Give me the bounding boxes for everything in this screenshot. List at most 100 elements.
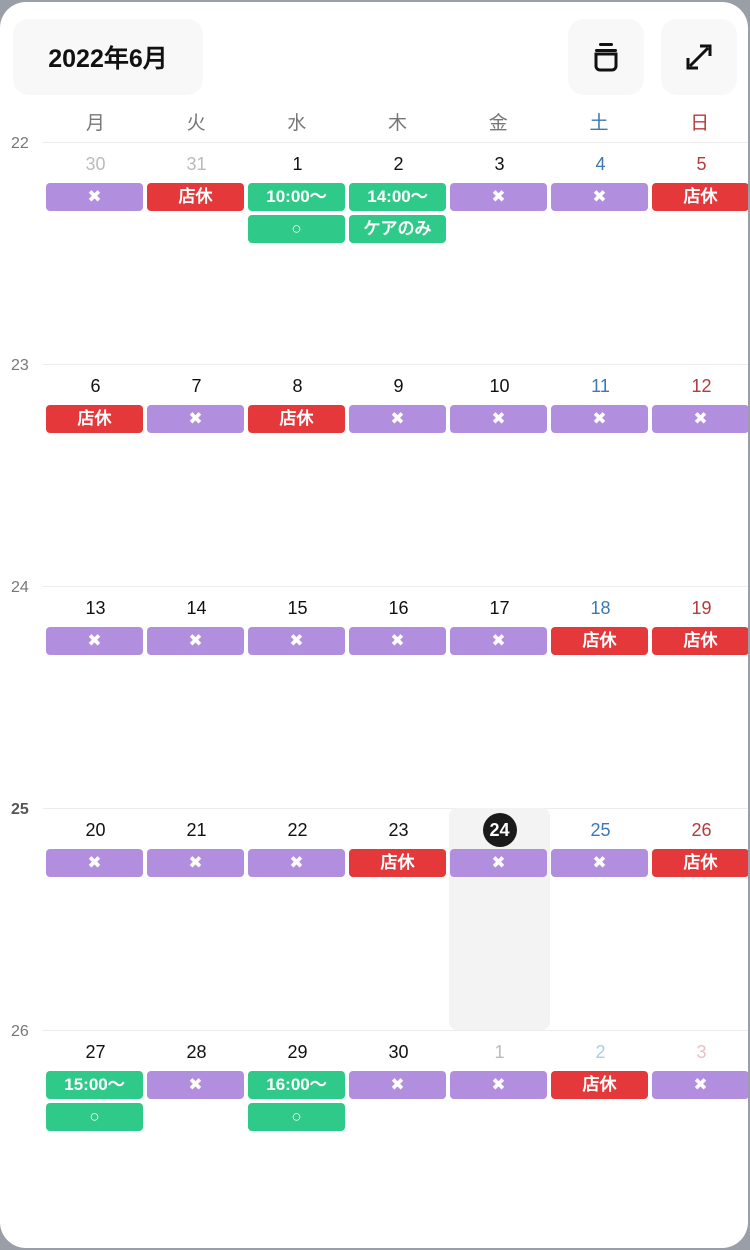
day-cell[interactable]: 13 ✖ [45,586,146,808]
event-pill[interactable]: ✖ [46,183,143,211]
event-pill[interactable]: ✖ [46,849,143,877]
day-number: 19 [691,598,712,618]
day-cell[interactable]: 31 店休 [146,142,247,364]
day-cell[interactable]: 6 店休 [45,364,146,586]
day-cell-today[interactable]: 24 ✖ [449,808,550,1030]
day-number: 3 [494,154,505,174]
event-pill[interactable]: ✖ [248,849,345,877]
event-pill[interactable]: 店休 [147,183,244,211]
event-pill[interactable]: ✖ [551,405,648,433]
day-number: 25 [590,820,611,840]
event-pill[interactable]: ✖ [652,1071,748,1099]
expand-button[interactable] [661,19,737,95]
event-pill[interactable]: ✖ [349,1071,446,1099]
day-number: 8 [292,376,303,396]
day-number: 22 [287,820,308,840]
day-number: 11 [591,376,610,396]
event-pill[interactable]: ✖ [652,405,748,433]
event-pill[interactable]: 店休 [248,405,345,433]
event-pill[interactable]: ✖ [349,405,446,433]
event-pill[interactable]: 14:00〜 [349,183,446,211]
event-pill[interactable]: ✖ [349,627,446,655]
day-cell[interactable]: 2 店休 [550,1030,651,1248]
event-pill[interactable]: 店休 [652,183,748,211]
event-pill[interactable]: ✖ [147,627,244,655]
week-divider [43,586,748,587]
day-cell[interactable]: 7 ✖ [146,364,247,586]
month-title-button[interactable]: 2022年6月 [13,19,203,95]
day-cell[interactable]: 19 店休 [651,586,748,808]
day-cell[interactable]: 8 店休 [247,364,348,586]
day-cell[interactable]: 1 ✖ [449,1030,550,1248]
event-pill[interactable]: ✖ [450,1071,547,1099]
day-number: 28 [186,1042,207,1062]
event-pill[interactable]: 16:00〜 [248,1071,345,1099]
event-pill[interactable]: ✖ [551,849,648,877]
day-cell[interactable]: 4 ✖ [550,142,651,364]
day-cell[interactable]: 2 14:00〜 ケアのみ [348,142,449,364]
weekday-label: 月 [85,113,105,134]
event-pill[interactable]: 店休 [46,405,143,433]
event-pill[interactable]: 店休 [551,1071,648,1099]
day-cell[interactable]: 25 ✖ [550,808,651,1030]
event-pill[interactable]: 店休 [349,849,446,877]
stack-button[interactable] [568,19,644,95]
day-cell[interactable]: 10 ✖ [449,364,550,586]
day-number: 27 [85,1042,106,1062]
day-cell[interactable]: 3 ✖ [651,1030,748,1248]
day-cell[interactable]: 14 ✖ [146,586,247,808]
weekday-label: 木 [388,113,408,134]
weekday-header: 月火水木金土日 [45,108,748,135]
day-number: 7 [191,376,202,396]
event-pill[interactable]: ケアのみ [349,215,446,243]
event-pill[interactable]: ✖ [147,849,244,877]
event-pill[interactable]: 10:00〜 [248,183,345,211]
day-cell[interactable]: 3 ✖ [449,142,550,364]
event-pill[interactable]: ✖ [450,849,547,877]
week-number: 24 [11,579,29,596]
event-pill[interactable]: ✖ [450,183,547,211]
day-cell[interactable]: 21 ✖ [146,808,247,1030]
week-divider [43,364,748,365]
event-pill[interactable]: 店休 [551,627,648,655]
event-pill[interactable]: 店休 [652,849,748,877]
day-cell[interactable]: 18 店休 [550,586,651,808]
week-row: 20 ✖ 21 ✖ 22 ✖ 23 店休 24 ✖ 25 ✖ 26 店休 25 [0,801,748,1030]
event-pill[interactable]: ✖ [46,627,143,655]
day-cell[interactable]: 30 ✖ [348,1030,449,1248]
event-pill[interactable]: 15:00〜 [46,1071,143,1099]
event-pill[interactable]: ○ [248,215,345,243]
event-pill[interactable]: ✖ [147,405,244,433]
event-pill[interactable]: ○ [248,1103,345,1131]
week-number: 23 [11,357,29,374]
day-cell[interactable]: 26 店休 [651,808,748,1030]
day-cell[interactable]: 17 ✖ [449,586,550,808]
event-pill[interactable]: ○ [46,1103,143,1131]
day-cell[interactable]: 28 ✖ [146,1030,247,1248]
day-cell[interactable]: 16 ✖ [348,586,449,808]
day-number: 4 [595,154,606,174]
event-pill[interactable]: ✖ [450,405,547,433]
day-cell[interactable]: 20 ✖ [45,808,146,1030]
day-cell[interactable]: 27 15:00〜 ○ [45,1030,146,1248]
day-cell[interactable]: 29 16:00〜 ○ [247,1030,348,1248]
day-number: 16 [388,598,409,618]
event-pill[interactable]: ✖ [551,183,648,211]
day-cell[interactable]: 9 ✖ [348,364,449,586]
event-pill[interactable]: ✖ [147,1071,244,1099]
day-cell[interactable]: 1 10:00〜 ○ [247,142,348,364]
weekday-label: 火 [186,113,206,134]
event-pill[interactable]: 店休 [652,627,748,655]
day-cell[interactable]: 23 店休 [348,808,449,1030]
week-row: 30 ✖ 31 店休 1 10:00〜 ○ 2 14:00〜 ケアのみ 3 ✖ 4 ✖ 5 店休 22 [0,135,748,364]
day-cell[interactable]: 15 ✖ [247,586,348,808]
day-cell[interactable]: 5 店休 [651,142,748,364]
day-cell[interactable]: 12 ✖ [651,364,748,586]
event-pill[interactable]: ✖ [248,627,345,655]
event-pill[interactable]: ✖ [450,627,547,655]
weekday-label: 水 [287,113,307,134]
day-cell[interactable]: 11 ✖ [550,364,651,586]
day-cell[interactable]: 30 ✖ [45,142,146,364]
day-cell[interactable]: 22 ✖ [247,808,348,1030]
day-number: 1 [494,1042,505,1062]
